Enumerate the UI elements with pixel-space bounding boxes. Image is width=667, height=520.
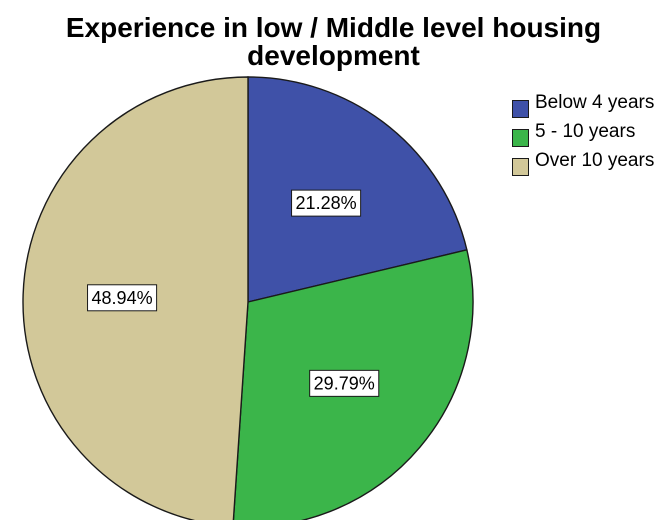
- legend: Below 4 years 5 - 10 years Over 10 years: [512, 92, 667, 181]
- legend-item-below-4-years: Below 4 years: [512, 92, 667, 118]
- legend-label-5-10-years: 5 - 10 years: [535, 121, 636, 142]
- pie-data-labels: 21.28% 29.79% 48.94%: [87, 189, 380, 397]
- legend-swatch-over-10-years: [512, 158, 529, 176]
- chart-title-line-1: Experience in low / Middle level housing: [65, 12, 602, 43]
- data-label-box: [291, 189, 362, 217]
- legend-item-over-10-years: Over 10 years: [512, 150, 667, 176]
- legend-swatch-5-10-years: [512, 129, 529, 147]
- data-label-text: 21.28%: [296, 193, 357, 213]
- data-label-below-4-years: 21.28%: [291, 189, 362, 217]
- chart-title-line-2: development: [247, 40, 420, 71]
- data-label-text: 29.79%: [314, 373, 375, 393]
- data-label-5-10-years: 29.79%: [309, 369, 380, 397]
- legend-item-5-10-years: 5 - 10 years: [512, 121, 667, 147]
- data-label-text: 48.94%: [92, 288, 153, 308]
- data-label-box: [87, 284, 158, 312]
- pie-slice-below-4-years: [247, 76, 468, 303]
- legend-label-over-10-years: Over 10 years: [535, 150, 655, 171]
- legend-swatch-below-4-years: [512, 100, 529, 118]
- legend-label-below-4-years: Below 4 years: [535, 92, 655, 113]
- data-label-box: [309, 369, 380, 397]
- data-label-over-10-years: 48.94%: [87, 284, 158, 312]
- chart-title: Experience in low / Middle level housing…: [0, 14, 667, 70]
